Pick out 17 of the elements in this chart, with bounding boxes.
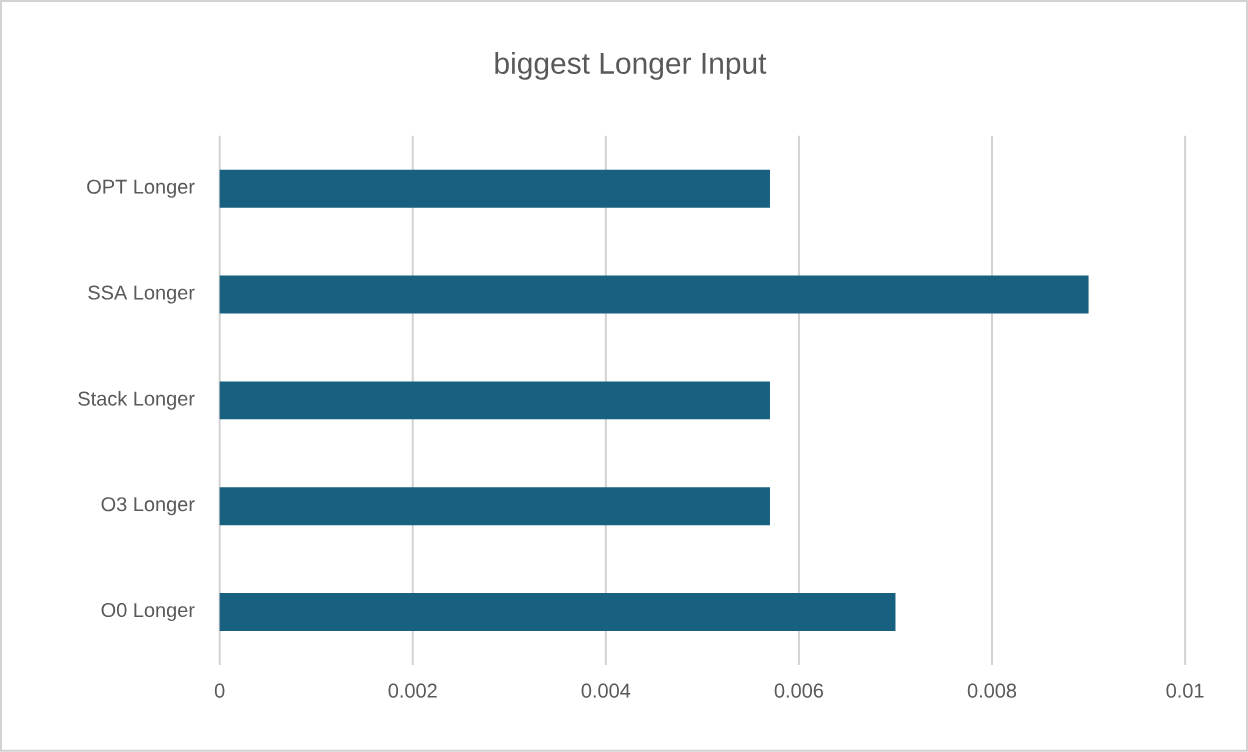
x-tick-label: 0 [214,683,225,698]
x-tick-label: 0.004 [581,683,631,698]
x-tick-label: 0.002 [388,683,437,698]
x-tick-label: 0.01 [1166,683,1204,698]
x-tick-label: 0.006 [774,683,824,698]
chart-title: biggest Longer Input [495,52,767,80]
x-tick-label: 0.008 [967,683,1017,698]
y-tick-label: SSA Longer [88,285,195,304]
bar [219,169,770,208]
bar [219,593,896,632]
y-tick-label: O3 Longer [101,497,195,516]
bar [219,487,770,526]
bar [219,275,1089,314]
y-tick-label: Stack Longer [78,391,195,410]
bar [219,381,770,420]
y-tick-label: O0 Longer [101,603,195,622]
y-tick-label: OPT Longer [87,179,195,198]
